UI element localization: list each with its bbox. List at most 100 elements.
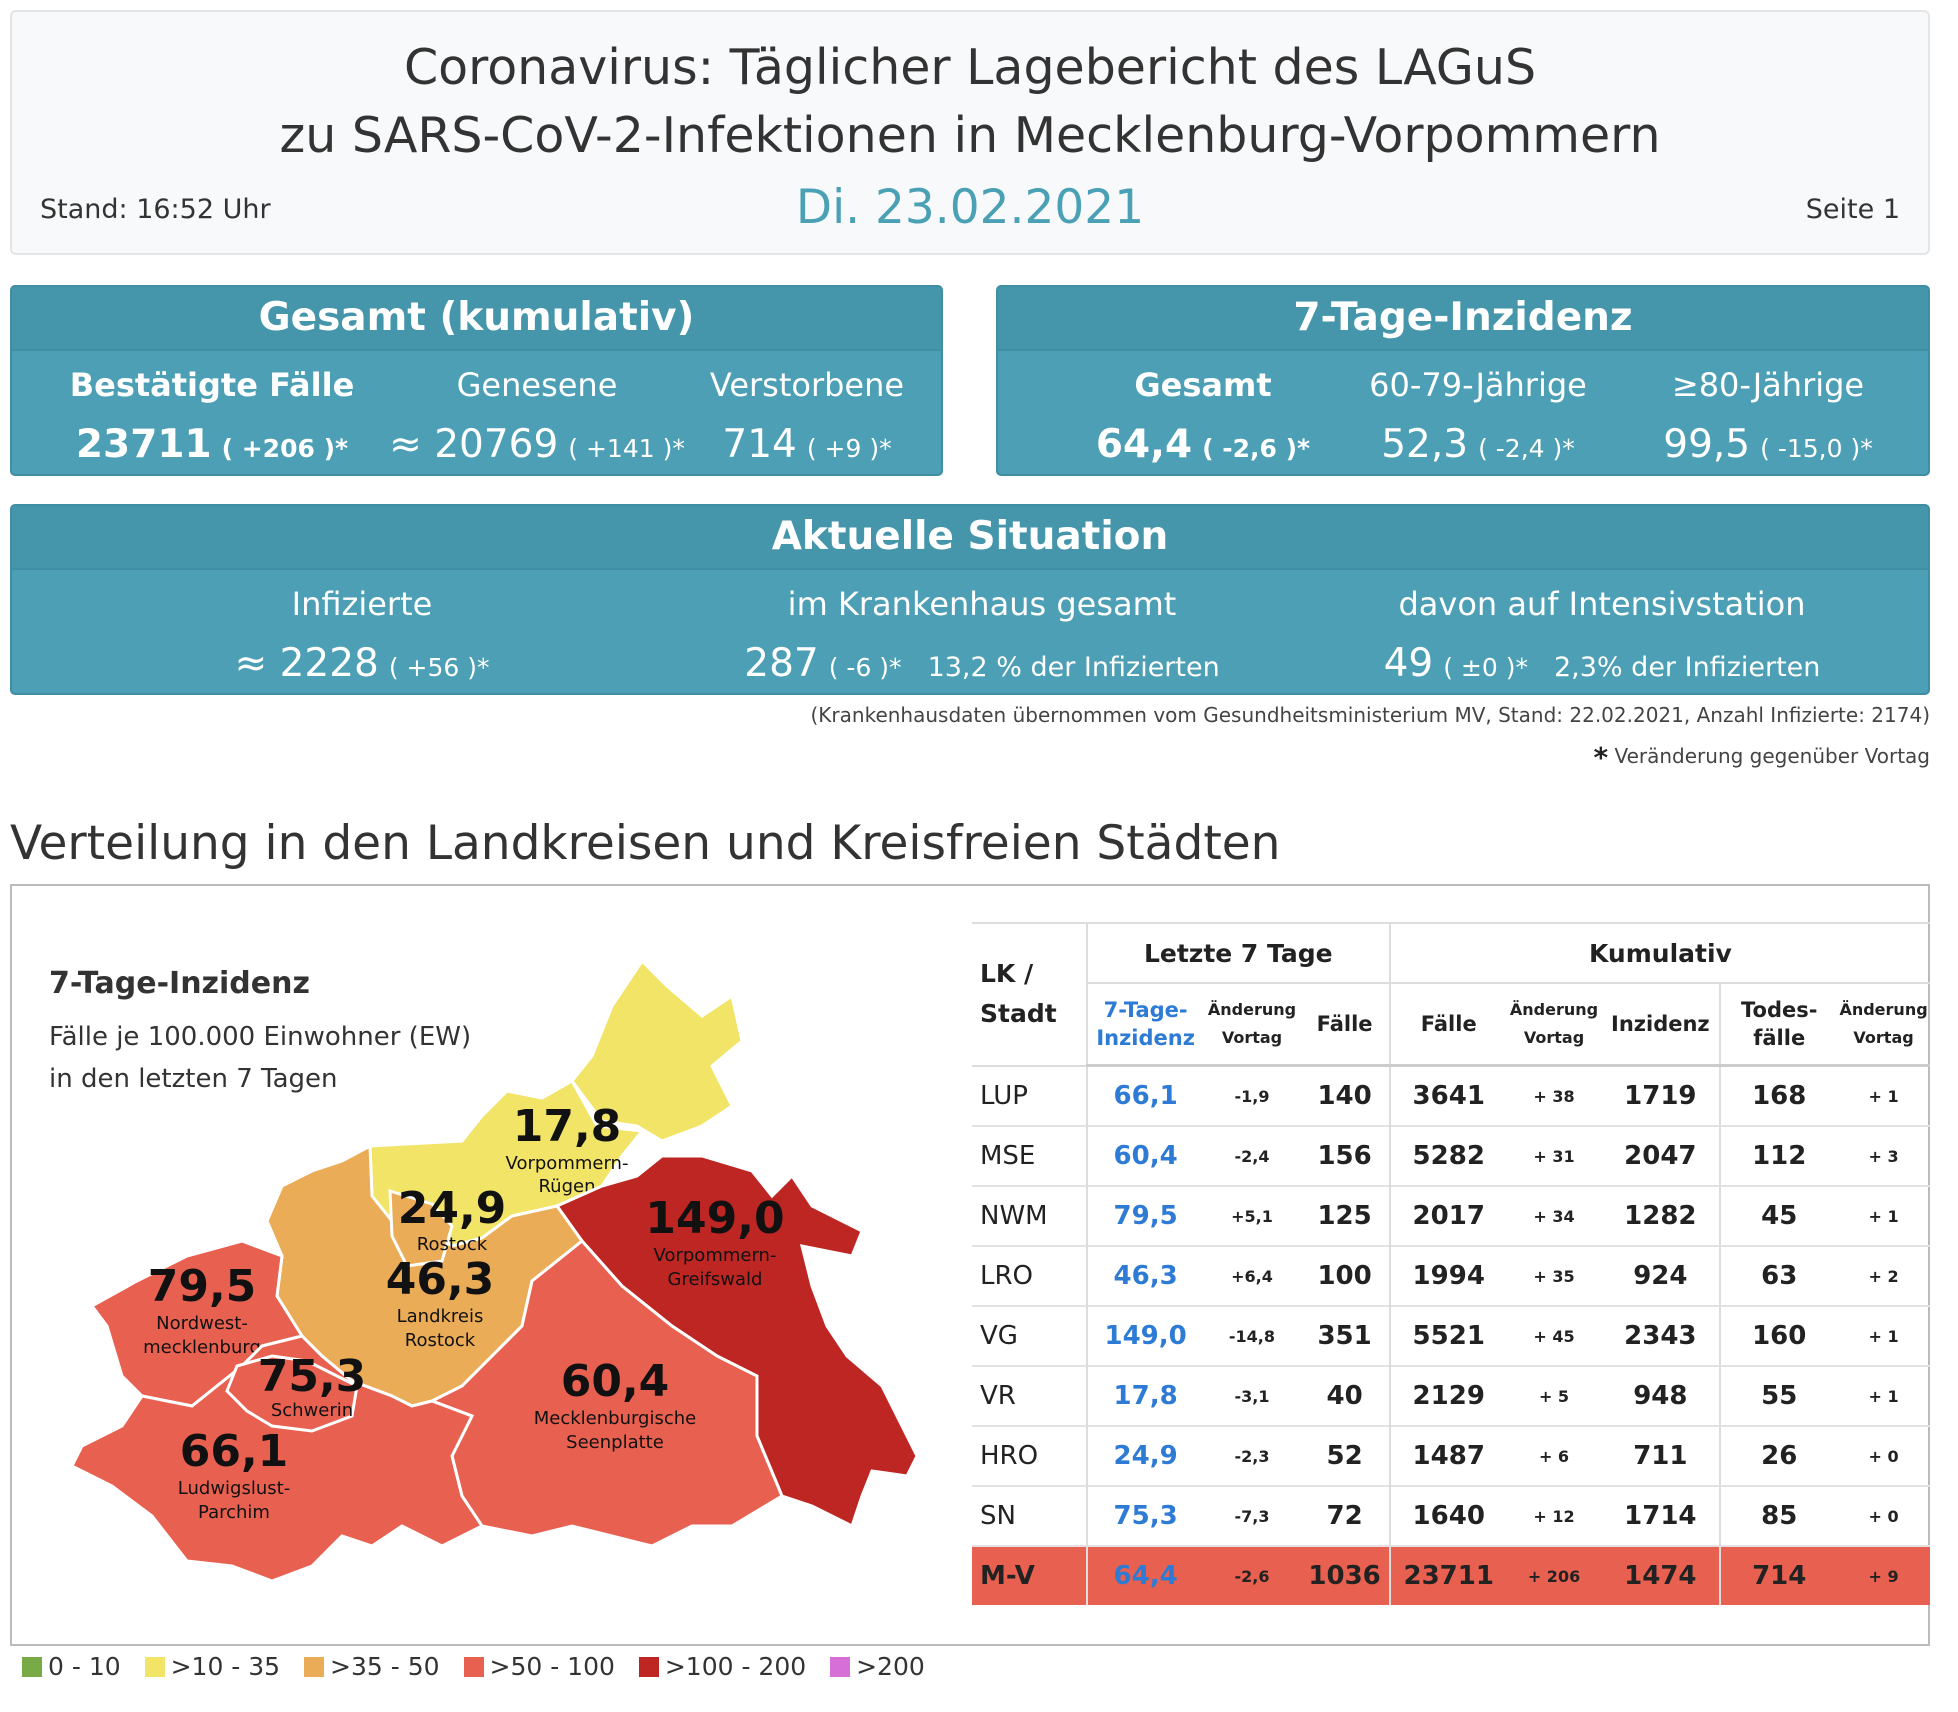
col-header-kum-faelle: Fälle	[1388, 983, 1507, 1067]
report-date: Di. 23.02.2021	[795, 180, 1145, 235]
cell-inzidenz: 46,3	[1085, 1245, 1204, 1306]
cell-kum-aenderung: + 12	[1506, 1485, 1602, 1546]
table-row-total: M-V 64,4 -2,6 1036 23711 + 206 1474 714 …	[972, 1545, 1930, 1605]
stat-inzidenz-gesamt: Gesamt 64,4 ( -2,6 )*	[1058, 365, 1348, 475]
cell-kum-inzidenz: 1474	[1601, 1545, 1721, 1605]
table-row: VR 17,8 -3,1 40 2129 + 5 948 55 + 1	[972, 1365, 1930, 1426]
cell-aenderung: -2,4	[1203, 1125, 1301, 1186]
stat-change: ( -2,4 )*	[1478, 434, 1575, 463]
cell-kum-aenderung: + 34	[1506, 1185, 1602, 1246]
stat-note: 13,2 % der Infizierten	[927, 652, 1220, 683]
panel-gesamt-title: Gesamt (kumulativ)	[12, 287, 941, 351]
cell-lk: VR	[972, 1365, 1088, 1426]
cell-lk: VG	[972, 1305, 1088, 1366]
cell-inzidenz: 64,4	[1085, 1545, 1204, 1605]
cell-kum-inzidenz: 924	[1601, 1245, 1721, 1306]
col-header-lk-line1: LK /	[980, 959, 1034, 989]
cell-faelle: 140	[1300, 1064, 1390, 1126]
map-subtitle-line-1: Fälle je 100.000 Einwohner (EW)	[49, 1022, 472, 1052]
stat-change: ( +56 )*	[388, 653, 490, 682]
region-value: 17,8	[513, 1101, 622, 1152]
legend-label: 0 - 10	[48, 1652, 121, 1681]
cell-faelle: 72	[1300, 1485, 1390, 1546]
cell-tod-aenderung: + 1	[1837, 1365, 1930, 1426]
panel-gesamt: Gesamt (kumulativ) Bestätigte Fälle 2371…	[10, 285, 943, 476]
cell-kum-faelle: 1640	[1388, 1485, 1507, 1546]
stat-change: ( +9 )*	[806, 434, 892, 463]
stat-label: Verstorbene	[709, 366, 905, 404]
cell-tod-aenderung: + 1	[1837, 1064, 1930, 1126]
region-label: Nordwest-	[156, 1313, 248, 1334]
cell-todesfaelle: 45	[1719, 1185, 1838, 1246]
map-region-vr[interactable]: 17,8 Vorpommern- Rügen	[368, 958, 744, 1248]
table-row: MSE 60,4 -2,4 156 5282 + 31 2047 112 + 3	[972, 1125, 1930, 1186]
map-subtitle: Fälle je 100.000 Einwohner (EW) in den l…	[49, 1016, 471, 1100]
legend-label: >10 - 35	[170, 1652, 281, 1681]
map-title: 7-Tage-Inzidenz	[49, 966, 310, 1001]
cell-aenderung: -7,3	[1203, 1485, 1301, 1546]
region-label: Parchim	[198, 1502, 270, 1523]
legend-swatch	[22, 1657, 42, 1677]
region-value: 79,5	[148, 1261, 257, 1312]
cell-kum-aenderung: + 45	[1506, 1305, 1602, 1366]
stat-value-row: 99,5 ( -15,0 )*	[1618, 419, 1918, 475]
col-header-line: Todes-	[1740, 998, 1818, 1022]
legend-swatch	[638, 1657, 659, 1677]
region-shape	[225, 1354, 359, 1433]
cell-inzidenz: 24,9	[1085, 1425, 1204, 1486]
cell-tod-aenderung: + 2	[1837, 1245, 1930, 1306]
col-header-todesfaelle: Todes- fälle	[1719, 983, 1838, 1067]
stat-verstorbene: Verstorbene 714 ( +9 )*	[692, 365, 922, 475]
map-region-lup[interactable]: 66,1 Ludwigslust- Parchim	[69, 1334, 485, 1583]
cell-lk: NWM	[972, 1185, 1088, 1246]
lro-value: 46,3	[386, 1254, 495, 1305]
section-title: Verteilung in den Landkreisen und Kreisf…	[10, 816, 1281, 871]
region-label: Vorpommern-	[506, 1153, 629, 1174]
col-header-line: Änderung	[1839, 1000, 1928, 1019]
map-region-hro[interactable]: 24,9 Rostock	[388, 1183, 506, 1268]
cell-inzidenz: 17,8	[1085, 1365, 1204, 1426]
cell-faelle: 156	[1300, 1125, 1390, 1186]
stat-change: ( -6 )*	[828, 653, 902, 682]
table-row: HRO 24,9 -2,3 52 1487 + 6 711 26 + 0	[972, 1425, 1930, 1486]
group-header-7-tage: Letzte 7 Tage	[1085, 922, 1390, 984]
region-shape	[388, 1188, 454, 1268]
cell-kum-inzidenz: 2047	[1601, 1125, 1721, 1186]
region-label: Schwerin	[271, 1400, 353, 1421]
cell-tod-aenderung: + 3	[1837, 1125, 1930, 1186]
map-region-mse[interactable]: 60,4 Mecklenburgische Seenplatte	[428, 1238, 784, 1548]
cell-kum-faelle: 1487	[1388, 1425, 1507, 1486]
stat-infizierte: Infizierte ≈ 2228 ( +56 )*	[162, 584, 562, 694]
cell-kum-faelle: 2129	[1388, 1365, 1507, 1426]
legend-label: >35 - 50	[330, 1652, 440, 1681]
region-label: Ludwigslust-	[178, 1478, 290, 1499]
legend-swatch	[463, 1657, 484, 1677]
cell-kum-inzidenz: 1714	[1601, 1485, 1721, 1546]
col-header-line: Vortag	[1853, 1028, 1914, 1047]
stat-change: ( -15,0 )*	[1760, 434, 1873, 463]
stat-label: Bestätigte Fälle	[69, 366, 355, 404]
report-title: Coronavirus: Täglicher Lagebericht des L…	[12, 34, 1928, 170]
cell-kum-aenderung: + 5	[1506, 1365, 1602, 1426]
stat-value: 714	[722, 422, 797, 467]
stat-inzidenz-60-79: 60-79-Jährige 52,3 ( -2,4 )*	[1338, 365, 1618, 475]
cell-kum-faelle: 5521	[1388, 1305, 1507, 1366]
stat-genesene: Genesene ≈ 20769 ( +141 )*	[377, 365, 697, 475]
cell-kum-aenderung: + 206	[1506, 1545, 1602, 1605]
map-region-sn[interactable]: 75,3 Schwerin	[225, 1351, 366, 1433]
cell-tod-aenderung: + 9	[1837, 1545, 1930, 1605]
stat-change: ( +206 )*	[221, 434, 349, 463]
cell-faelle: 52	[1300, 1425, 1390, 1486]
cell-todesfaelle: 85	[1719, 1485, 1838, 1546]
cell-todesfaelle: 63	[1719, 1245, 1838, 1306]
map-region-nwm[interactable]: 79,5 Nordwest- mecklenburg	[89, 1239, 305, 1408]
legend-item: >100 - 200	[638, 1652, 806, 1681]
col-header-line: fälle	[1753, 1026, 1806, 1050]
legend-item: >10 - 35	[144, 1652, 281, 1681]
col-header-aenderung: Änderung Vortag	[1203, 983, 1301, 1067]
stat-value-row: 287 ( -6 )* 13,2 % der Infizierten	[702, 638, 1262, 694]
region-label: mecklenburg	[143, 1337, 261, 1358]
stat-label: Gesamt	[1134, 366, 1272, 404]
panel-inzidenz: 7-Tage-Inzidenz Gesamt 64,4 ( -2,6 )* 60-…	[996, 285, 1930, 476]
stat-value: ≈ 20769	[389, 422, 559, 467]
